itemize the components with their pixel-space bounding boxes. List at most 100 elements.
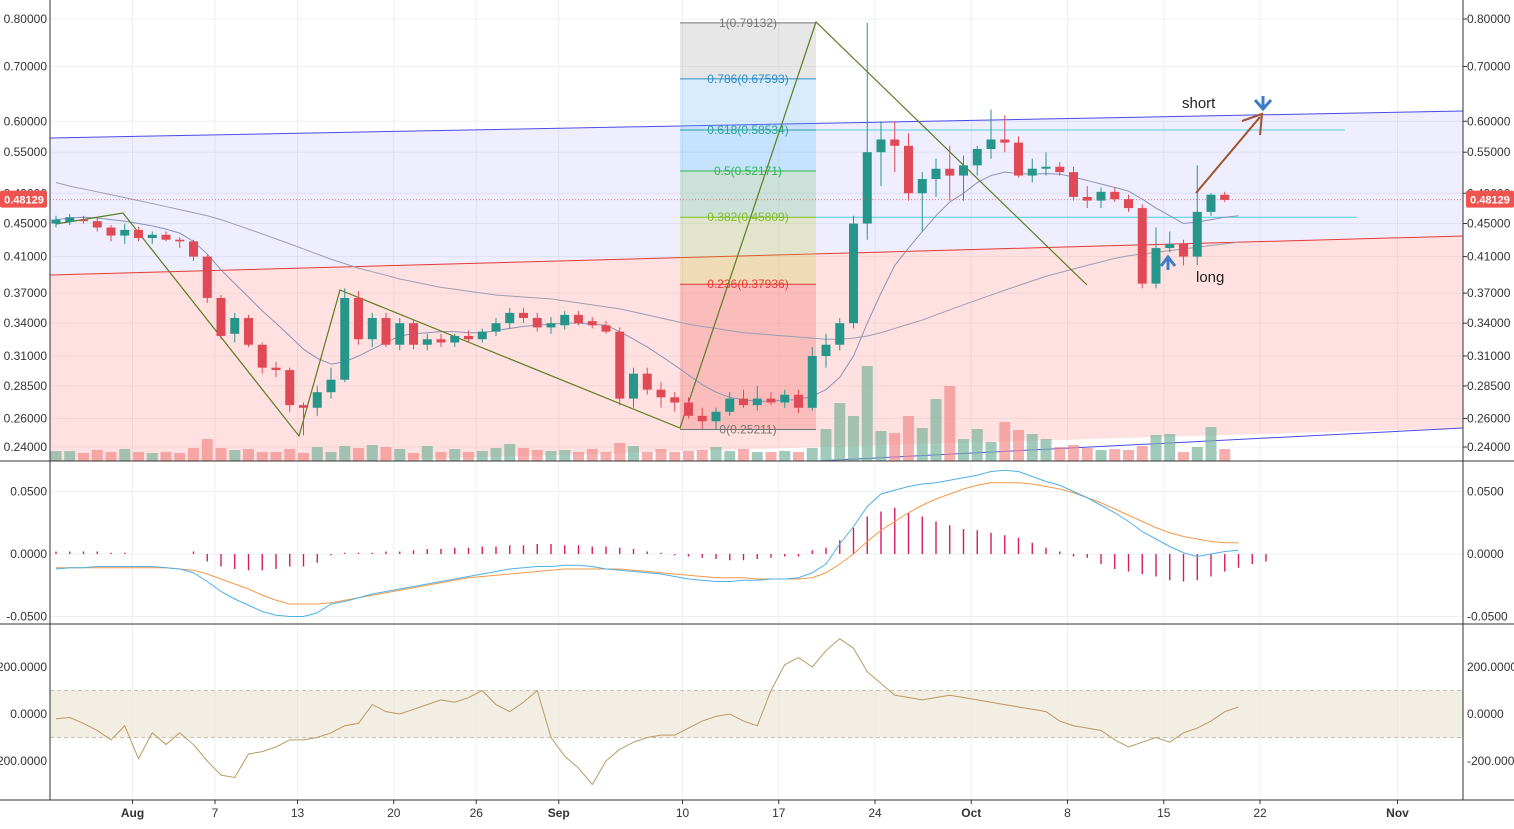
candle-body[interactable]: [381, 317, 391, 345]
candle-body[interactable]: [629, 373, 638, 399]
candle-body[interactable]: [835, 323, 845, 345]
fibonacci-retracement[interactable]: 1(0.79132) 0.786(0.67593) 0.618(0.58534) 0.…: [680, 16, 1357, 437]
candle-body[interactable]: [697, 415, 707, 422]
candle-body[interactable]: [299, 405, 308, 408]
candle-body[interactable]: [477, 331, 487, 340]
candle-body[interactable]: [1082, 196, 1092, 201]
short-arrow-icon[interactable]: [1253, 99, 1273, 112]
candle-body[interactable]: [862, 152, 872, 224]
price-tick-right: 0.34000: [1467, 316, 1511, 330]
candle-body[interactable]: [1220, 194, 1230, 200]
channel-middle-line[interactable]: [50, 235, 1463, 276]
candle-body[interactable]: [1206, 194, 1216, 212]
candle-body[interactable]: [395, 323, 405, 345]
candle-body[interactable]: [450, 335, 460, 343]
candle-body[interactable]: [1179, 243, 1188, 257]
cci-pane[interactable]: [50, 638, 1463, 786]
candle-body[interactable]: [436, 339, 446, 343]
candle-body[interactable]: [106, 227, 116, 236]
candle-body[interactable]: [546, 323, 556, 328]
candle-body[interactable]: [711, 411, 721, 422]
candle-body[interactable]: [1110, 191, 1120, 200]
candle-body[interactable]: [92, 221, 102, 228]
candle-body[interactable]: [739, 398, 748, 406]
macd-pane[interactable]: [50, 469, 1463, 617]
candle-body[interactable]: [161, 234, 171, 240]
candle-body[interactable]: [574, 314, 583, 324]
candle-body[interactable]: [189, 241, 198, 257]
candle-body[interactable]: [202, 256, 212, 298]
candle-body[interactable]: [354, 297, 363, 340]
candle-body[interactable]: [684, 402, 693, 416]
candle-body[interactable]: [312, 392, 322, 408]
candle-body[interactable]: [945, 168, 955, 176]
candle-body[interactable]: [1124, 199, 1133, 209]
candle-body[interactable]: [505, 312, 515, 324]
candle-body[interactable]: [257, 344, 267, 368]
projection-arrow[interactable]: [1195, 116, 1261, 194]
candle-body[interactable]: [367, 317, 377, 340]
candle-body[interactable]: [216, 297, 226, 336]
candle-body[interactable]: [1151, 248, 1161, 284]
candle-body[interactable]: [642, 373, 652, 390]
candle-body[interactable]: [656, 389, 666, 398]
candle-body[interactable]: [876, 139, 886, 153]
candle-body[interactable]: [1041, 166, 1051, 169]
candle-body[interactable]: [807, 356, 817, 408]
candle-body[interactable]: [615, 331, 625, 399]
candle-body[interactable]: [986, 139, 996, 149]
candle-body[interactable]: [587, 321, 597, 326]
candle-body[interactable]: [271, 367, 281, 371]
candle-body[interactable]: [1014, 142, 1023, 176]
candle-body[interactable]: [959, 165, 968, 176]
candle-body[interactable]: [532, 317, 542, 328]
candle-body[interactable]: [931, 168, 941, 180]
candle-body[interactable]: [766, 398, 776, 403]
candle-body[interactable]: [821, 344, 831, 357]
candle-body[interactable]: [326, 379, 336, 393]
candle-body[interactable]: [1027, 168, 1037, 176]
candle-body[interactable]: [230, 317, 240, 334]
candle-body[interactable]: [285, 370, 295, 406]
candle-body[interactable]: [120, 229, 130, 236]
candle-body[interactable]: [670, 397, 680, 403]
candle-body[interactable]: [1000, 139, 1010, 143]
candle-body[interactable]: [79, 219, 88, 222]
candle-body[interactable]: [1055, 166, 1065, 173]
candle-body[interactable]: [560, 314, 570, 326]
candle-body[interactable]: [1165, 243, 1175, 249]
candlesticks[interactable]: [51, 23, 1230, 436]
volume-bar: [146, 453, 158, 461]
candle-body[interactable]: [147, 234, 157, 239]
candle-body[interactable]: [1069, 172, 1078, 197]
candle-body[interactable]: [601, 325, 611, 332]
candle-body[interactable]: [340, 297, 350, 380]
candle-body[interactable]: [752, 398, 762, 406]
candle-body[interactable]: [972, 148, 982, 166]
candle-body[interactable]: [725, 398, 735, 412]
candle-body[interactable]: [890, 139, 900, 146]
candle-body[interactable]: [780, 394, 790, 403]
candle-body[interactable]: [1192, 211, 1202, 257]
long-arrow-icon[interactable]: [1159, 254, 1177, 267]
candle-body[interactable]: [849, 223, 858, 324]
candle-body[interactable]: [134, 229, 143, 239]
time-tick-label: 13: [291, 806, 305, 820]
channel-upper-line[interactable]: [50, 110, 1463, 139]
candle-body[interactable]: [175, 239, 185, 242]
candle-body[interactable]: [904, 145, 913, 194]
candle-body[interactable]: [917, 179, 927, 194]
candle-body[interactable]: [491, 323, 501, 332]
candle-body[interactable]: [464, 335, 473, 340]
candle-body[interactable]: [409, 323, 418, 345]
candle-body[interactable]: [794, 394, 803, 408]
candle-body[interactable]: [422, 339, 432, 345]
candle-body[interactable]: [519, 312, 528, 318]
candle-body[interactable]: [51, 219, 61, 224]
candle-body[interactable]: [1096, 191, 1106, 201]
candle-body[interactable]: [1137, 208, 1147, 284]
zigzag-pattern[interactable]: [55, 20, 1088, 438]
candle-body[interactable]: [244, 317, 253, 345]
candle-body[interactable]: [65, 217, 75, 222]
